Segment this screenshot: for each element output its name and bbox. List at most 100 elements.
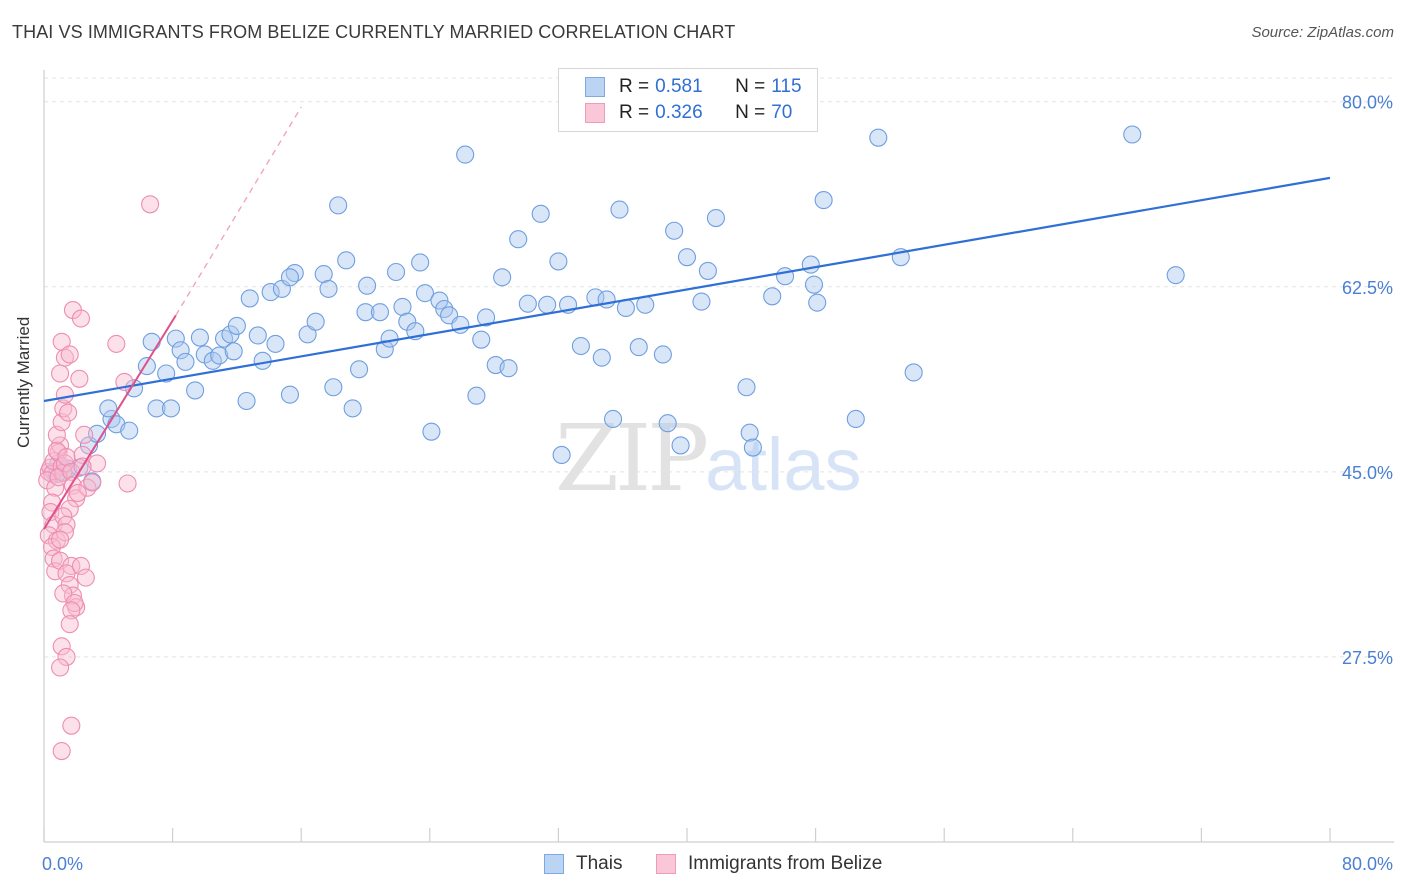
thais-point: [814, 191, 833, 210]
belize-point: [62, 716, 81, 735]
thais-point: [280, 268, 299, 287]
thais-trend-line: [43, 176, 1331, 403]
thais-point: [350, 360, 369, 379]
belize-point: [51, 364, 70, 383]
thais-point: [415, 284, 435, 303]
belize-point: [55, 385, 74, 404]
thais-point: [161, 399, 181, 418]
grid-lines: [44, 77, 1394, 658]
thais-point: [671, 436, 690, 455]
thais-point: [610, 200, 629, 219]
thais-point: [808, 293, 827, 312]
legend-row-thais: R = 0.581 N = 115: [585, 74, 802, 100]
thais-point: [370, 303, 390, 322]
thais-point: [190, 328, 209, 347]
belize-point: [75, 425, 94, 444]
belize-point: [60, 615, 79, 634]
belize-point: [78, 478, 97, 497]
thais-point: [147, 399, 166, 418]
belize-point: [71, 556, 91, 576]
watermark: ZIPatlas: [555, 405, 861, 512]
thais-point: [653, 345, 672, 364]
belize-point: [51, 530, 70, 549]
thais-point: [99, 399, 118, 418]
belize-point: [52, 457, 71, 476]
belize-point: [52, 637, 71, 656]
belize-point: [52, 413, 71, 432]
thais-point: [261, 283, 280, 302]
y-tick-label: 45.0%: [1342, 463, 1393, 483]
thais-point: [422, 422, 441, 441]
thais-point: [776, 267, 795, 286]
bottom-legend-thais: Thais: [544, 852, 622, 876]
x-tick-label: 0.0%: [42, 854, 83, 874]
thais-point: [571, 336, 590, 356]
watermark-atlas: atlas: [705, 423, 862, 506]
thais-point: [380, 329, 399, 348]
thais-point: [665, 221, 684, 240]
thais-point: [375, 340, 394, 359]
thais-point: [509, 230, 528, 249]
thais-point: [166, 329, 185, 348]
thais-point: [240, 289, 259, 308]
thais-point: [456, 145, 475, 164]
chart-title: THAI VS IMMIGRANTS FROM BELIZE CURRENTLY…: [12, 22, 736, 42]
legend-n-value: 70: [771, 102, 793, 123]
belize-point: [87, 454, 107, 473]
trend-lines: [43, 106, 1331, 530]
thais-point: [186, 381, 205, 400]
belize-point: [68, 483, 87, 503]
thais-point: [549, 252, 568, 271]
thais-point: [706, 209, 725, 228]
legend-n-value: 115: [771, 76, 802, 97]
thais-point: [237, 391, 256, 411]
thais-point: [1123, 125, 1142, 144]
legend-r-value: 0.326: [655, 102, 703, 123]
belize-point: [62, 601, 81, 620]
legend-r-label: R =: [619, 76, 650, 97]
belize-point: [52, 742, 71, 761]
thais-point: [430, 291, 449, 310]
thais-point: [698, 261, 717, 280]
thais-point: [248, 326, 267, 345]
x-tick-label: 80.0%: [1342, 854, 1393, 874]
axes: [43, 70, 1394, 843]
belize-point: [51, 658, 70, 677]
y-tick-label: 62.5%: [1342, 278, 1393, 298]
thais-point: [343, 399, 362, 418]
thais-point: [869, 128, 888, 147]
thais-point: [227, 316, 246, 335]
belize-legend-swatch: [656, 854, 676, 874]
belize-trend-line: [43, 314, 177, 530]
y-axis-label: Currently Married: [14, 316, 33, 448]
belize-point: [52, 332, 71, 351]
thais-point: [692, 292, 711, 311]
belize-point: [46, 478, 65, 497]
belize-points: [38, 195, 160, 761]
thais-point: [337, 251, 356, 270]
thais-point: [393, 297, 412, 316]
thais-point: [176, 352, 195, 371]
belize-legend-label: Immigrants from Belize: [688, 853, 883, 874]
thais-legend-swatch: [544, 854, 564, 874]
thais-point: [804, 275, 824, 294]
belize-point: [57, 647, 76, 666]
legend-row-belize: R = 0.326 N = 70: [585, 100, 792, 126]
belize-point: [60, 345, 79, 364]
thais-point: [358, 276, 377, 295]
tick-labels: 80.0% 62.5% 45.0% 27.5% 0.0% 80.0%: [42, 93, 1393, 874]
thais-point: [120, 421, 139, 440]
thais-point: [472, 330, 491, 349]
belize-point: [57, 448, 76, 467]
y-tick-label: 27.5%: [1342, 648, 1393, 668]
thais-point: [763, 287, 782, 306]
belize-point: [141, 195, 160, 214]
thais-legend-label: Thais: [576, 853, 623, 874]
thais-point: [518, 294, 537, 313]
belize-point: [51, 436, 70, 455]
thais-swatch: [585, 77, 605, 97]
stats-legend: R = 0.581 N = 115 R = 0.326 N = 70: [558, 68, 818, 132]
thais-point: [743, 438, 762, 457]
thais-point: [538, 295, 557, 314]
